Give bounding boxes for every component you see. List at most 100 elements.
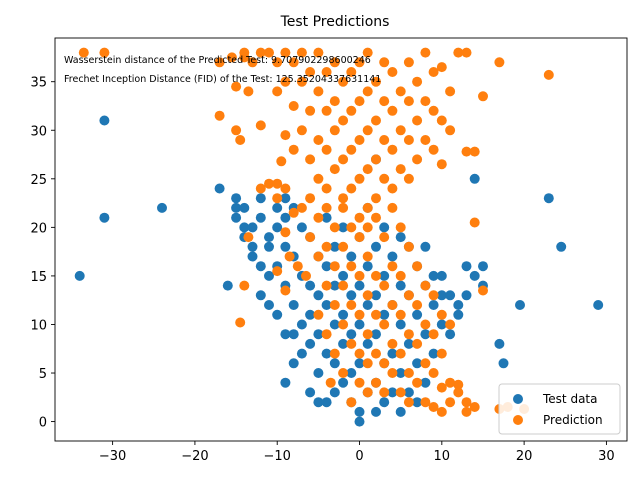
prediction-point-7	[235, 135, 246, 145]
prediction-point-48	[346, 144, 357, 155]
test-data-point-124	[453, 309, 464, 320]
test-data-point-5	[222, 280, 233, 291]
test-data-point-43	[305, 280, 316, 291]
test-data-point-57	[329, 241, 340, 252]
test-data-point-54	[321, 300, 332, 310]
prediction-point-10	[243, 86, 254, 97]
prediction-point-117	[329, 300, 340, 310]
test-data-point-23	[272, 202, 283, 213]
prediction-point-4	[226, 52, 237, 63]
prediction-point-177	[436, 406, 447, 417]
test-data-point-132	[498, 358, 509, 369]
test-data-point-58	[329, 280, 340, 291]
prediction-point-196	[301, 270, 311, 281]
test-data-point-49	[313, 329, 324, 340]
prediction-point-91	[445, 86, 456, 97]
test-data-point-128	[469, 270, 480, 281]
test-data-point-61	[329, 387, 340, 398]
test-data-point-84	[371, 241, 381, 252]
test-data-point-48	[313, 290, 324, 301]
test-data-point-119	[436, 290, 447, 301]
prediction-point-40	[329, 125, 340, 136]
prediction-point-41	[329, 164, 340, 175]
prediction-point-171	[428, 329, 439, 340]
prediction-point-195	[292, 261, 303, 272]
prediction-point-72	[395, 86, 406, 97]
prediction-point-24	[296, 47, 307, 58]
prediction-point-145	[379, 358, 390, 369]
prediction-point-109	[305, 232, 316, 243]
prediction-point-47	[346, 105, 357, 116]
prediction-point-17	[276, 156, 287, 167]
test-data-point-59	[329, 319, 340, 330]
test-data-point-80	[362, 300, 373, 310]
prediction-point-169	[420, 397, 431, 408]
y-tick-label: 15	[30, 270, 47, 285]
y-tick-label: 5	[39, 367, 47, 382]
prediction-point-58	[362, 164, 373, 175]
test-data-point-8	[231, 212, 242, 223]
prediction-point-164	[412, 338, 423, 349]
prediction-point-22	[288, 101, 299, 111]
test-data-point-20	[264, 241, 274, 252]
test-data-point-3	[157, 202, 167, 213]
prediction-point-39	[329, 96, 340, 107]
test-data-point-22	[264, 300, 274, 310]
test-data-point-123	[453, 300, 464, 310]
prediction-point-111	[313, 251, 324, 262]
prediction-point-158	[403, 290, 414, 301]
prediction-point-79	[412, 76, 423, 87]
prediction-point-184	[461, 406, 472, 417]
test-data-point-86	[371, 329, 381, 340]
x-tick-label: 20	[516, 449, 533, 464]
test-data-point-27	[280, 193, 291, 204]
prediction-point-172	[428, 368, 439, 378]
prediction-point-125	[346, 338, 357, 349]
prediction-point-122	[346, 222, 357, 233]
x-tick-label: −10	[263, 449, 290, 464]
prediction-point-107	[296, 202, 307, 213]
prediction-point-150	[387, 338, 398, 349]
test-data-point-6	[231, 193, 242, 204]
prediction-point-200	[338, 368, 349, 378]
prediction-point-116	[329, 261, 340, 272]
prediction-point-146	[379, 387, 390, 398]
prediction-point-81	[412, 154, 423, 165]
prediction-point-15	[272, 57, 283, 68]
prediction-point-49	[346, 183, 357, 194]
prediction-point-137	[371, 212, 381, 223]
prediction-point-63	[371, 193, 381, 204]
test-data-point-28	[280, 212, 291, 223]
prediction-point-9	[239, 52, 250, 63]
prediction-point-118	[338, 202, 349, 213]
y-tick-label: 20	[30, 221, 47, 236]
prediction-point-82	[420, 47, 431, 58]
test-data-point-56	[321, 397, 332, 408]
prediction-point-18	[280, 47, 291, 58]
prediction-point-108	[305, 193, 316, 204]
prediction-point-99	[543, 69, 554, 80]
test-data-point-52	[321, 212, 332, 223]
test-data-point-32	[280, 377, 291, 388]
test-data-point-85	[371, 290, 381, 301]
prediction-point-165	[412, 377, 423, 388]
wasserstein-annotation: Wasserstein distance of the Predicted Te…	[64, 55, 371, 66]
prediction-point-28	[305, 105, 316, 116]
prediction-point-46	[346, 67, 357, 77]
y-tick-label: 10	[30, 318, 47, 333]
test-data-point-127	[469, 173, 480, 184]
test-data-point-81	[362, 338, 373, 349]
prediction-point-89	[436, 115, 447, 126]
prediction-point-97	[478, 91, 488, 102]
test-data-point-40	[296, 319, 307, 330]
legend-label-test-data: Test data	[542, 392, 597, 406]
prediction-point-36	[321, 144, 332, 155]
prediction-point-73	[395, 125, 406, 136]
prediction-point-180	[445, 397, 456, 408]
test-data-point-115	[428, 270, 439, 281]
prediction-point-142	[379, 232, 390, 243]
prediction-point-35	[321, 105, 332, 116]
prediction-point-85	[428, 67, 439, 77]
prediction-point-191	[235, 317, 246, 328]
